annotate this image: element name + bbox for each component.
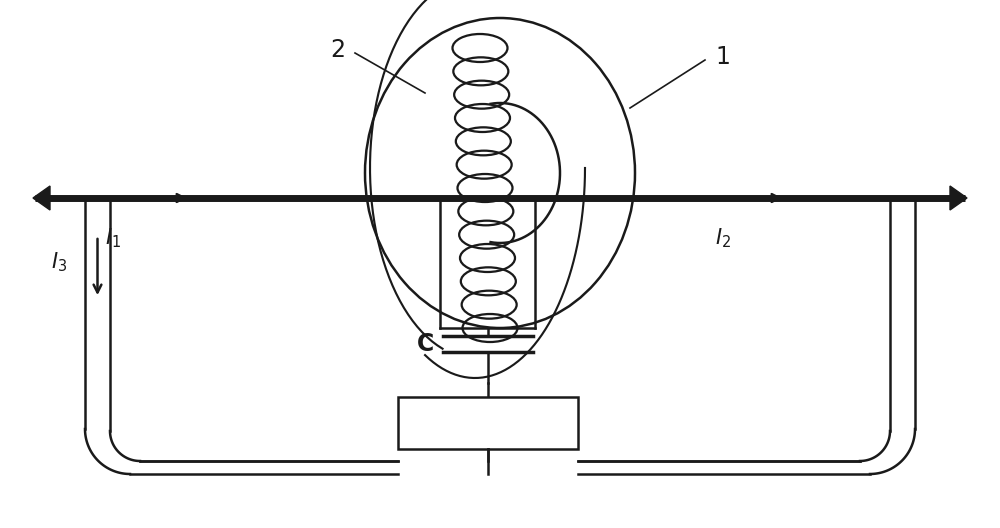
Polygon shape	[950, 186, 967, 210]
Text: $I_2$: $I_2$	[715, 226, 731, 250]
Text: $I_3$: $I_3$	[51, 250, 67, 274]
Text: 2: 2	[330, 38, 345, 62]
Text: $R_L$: $R_L$	[474, 410, 501, 436]
Text: C: C	[417, 332, 434, 356]
Text: 1: 1	[715, 45, 730, 69]
Polygon shape	[33, 186, 50, 210]
Text: $I_1$: $I_1$	[105, 226, 121, 250]
FancyBboxPatch shape	[398, 397, 578, 449]
